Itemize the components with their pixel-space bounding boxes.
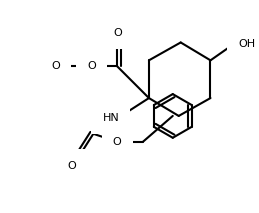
Text: O: O — [87, 61, 96, 71]
Text: O: O — [51, 61, 60, 71]
Text: OH: OH — [238, 39, 255, 49]
Text: HN: HN — [102, 113, 119, 123]
Text: O: O — [113, 137, 121, 147]
Text: O: O — [67, 161, 76, 171]
Text: O: O — [114, 27, 123, 37]
